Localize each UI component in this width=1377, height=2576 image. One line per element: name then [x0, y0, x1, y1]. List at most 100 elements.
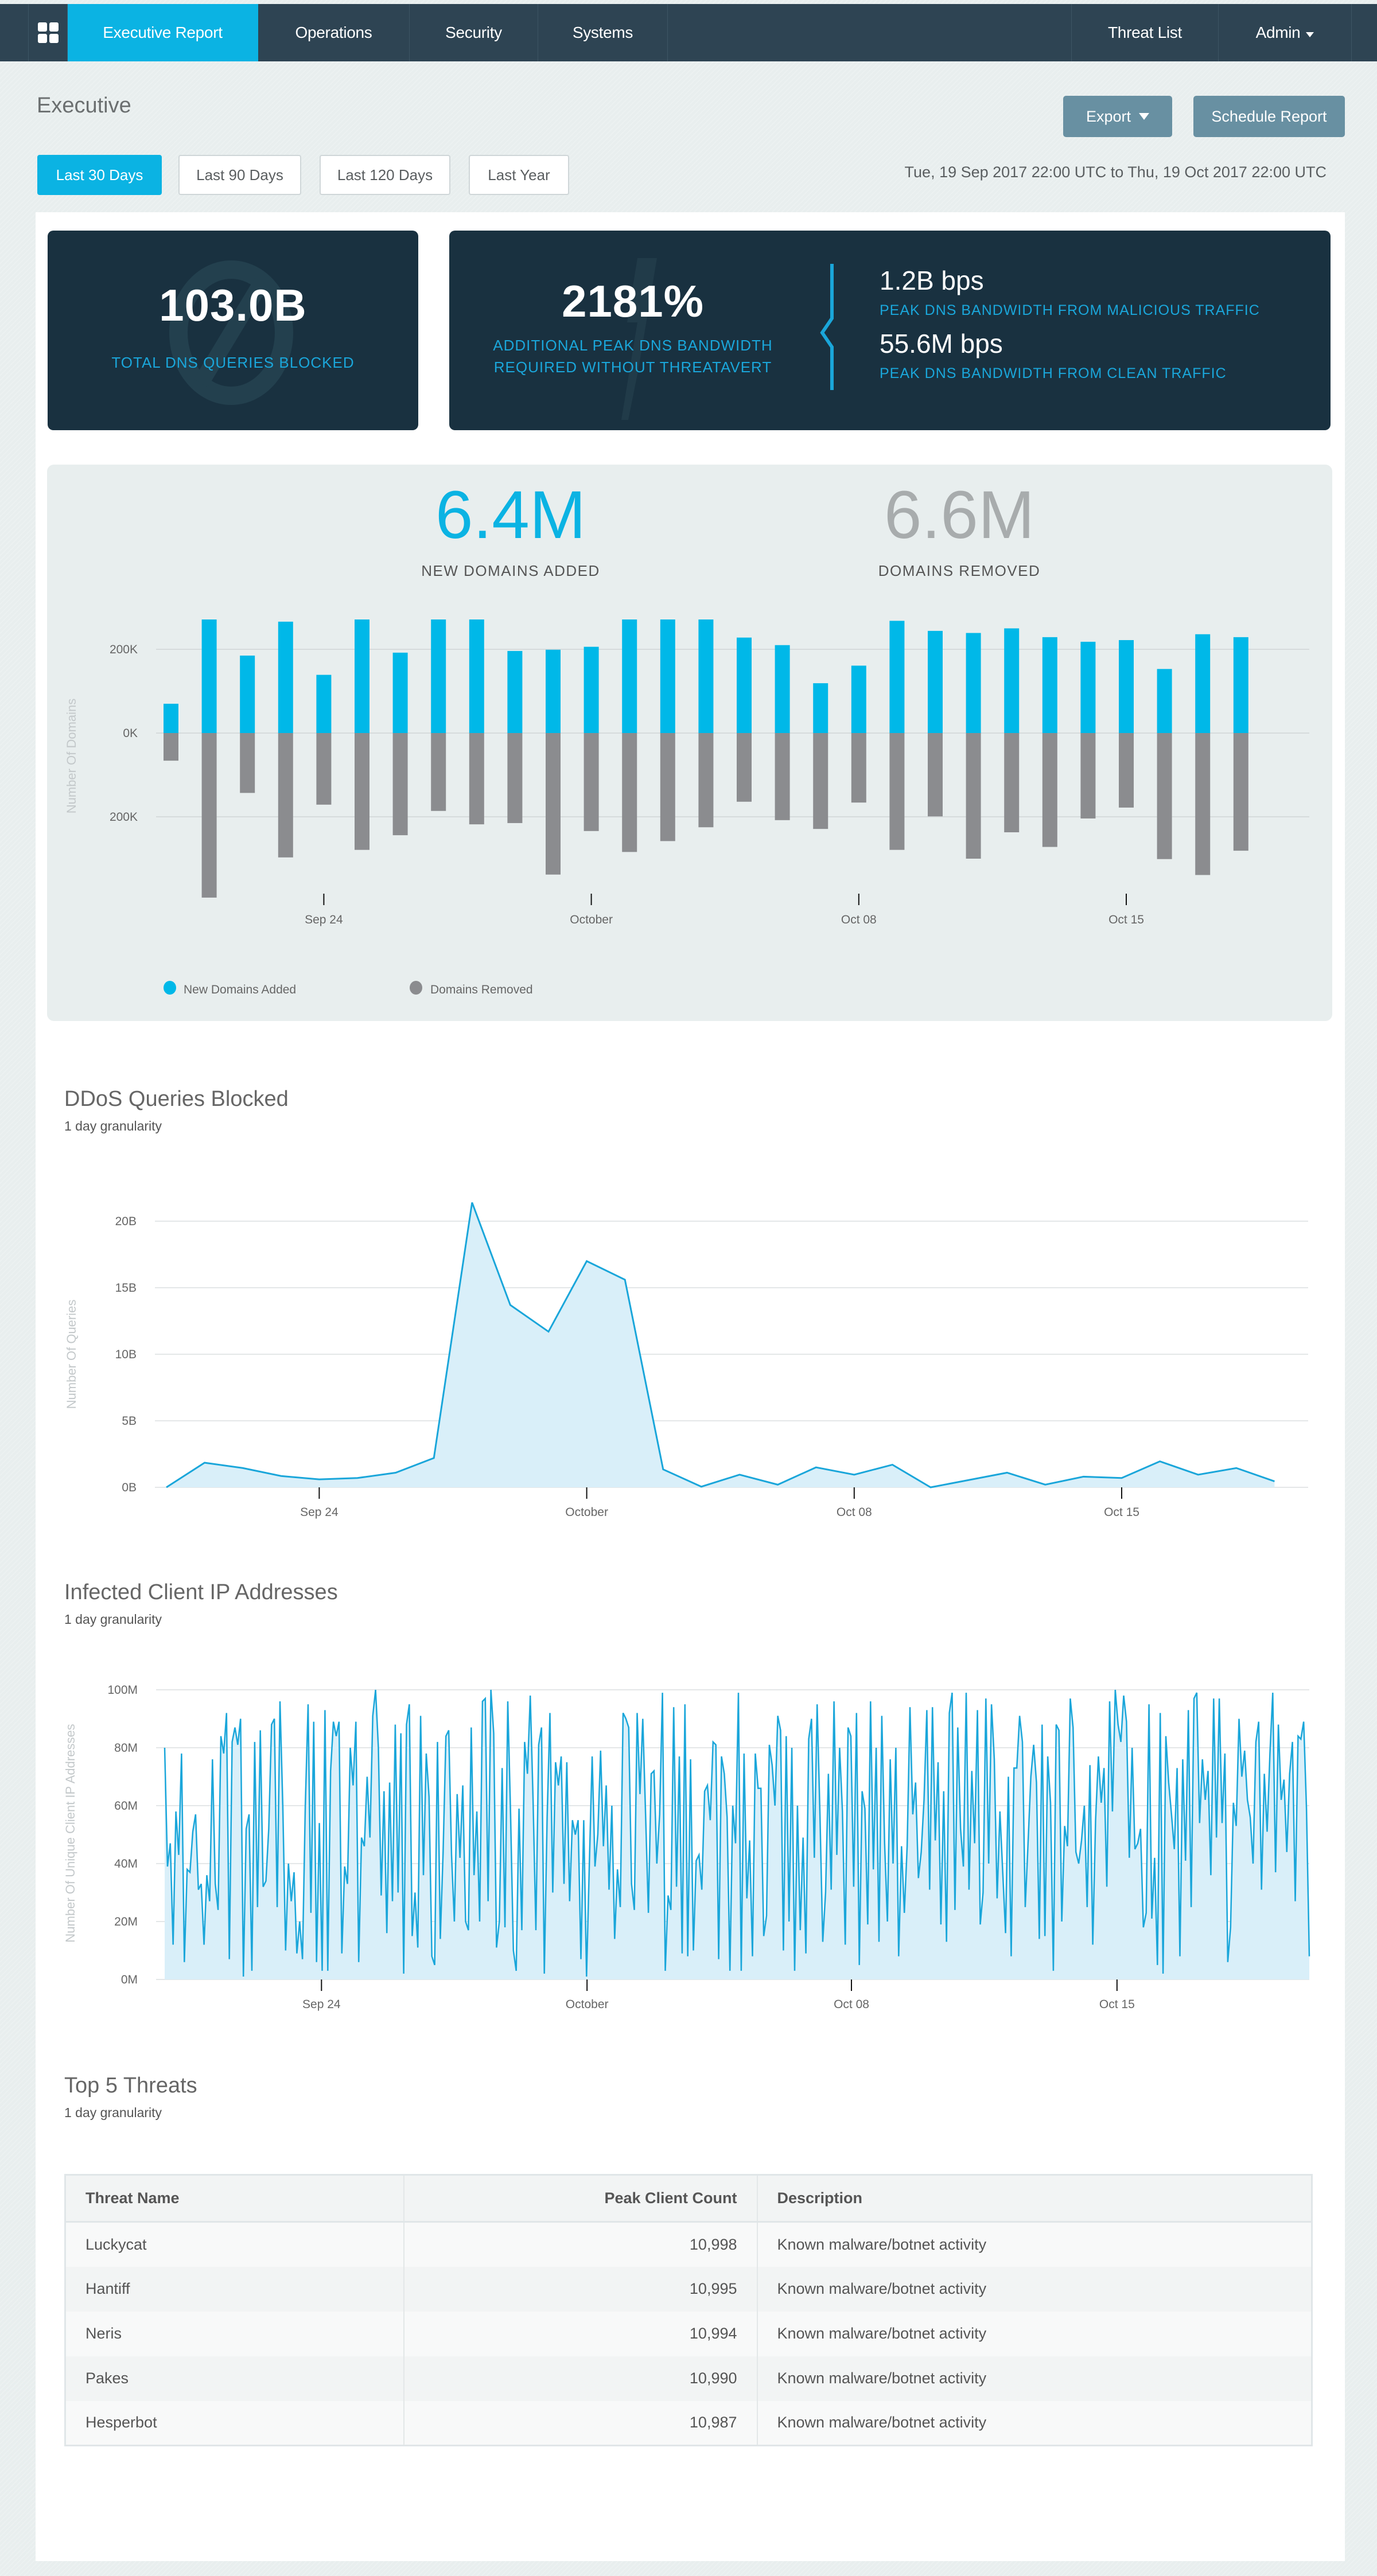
range-label: Last 90 Days — [196, 166, 283, 184]
bar-removed — [584, 733, 599, 831]
threat-name: Pakes — [65, 2356, 404, 2401]
range-last-year[interactable]: Last Year — [469, 155, 569, 195]
bar-added — [660, 619, 675, 733]
bar-removed — [1004, 733, 1020, 833]
x-tick-label: Oct 15 — [1099, 1998, 1135, 2011]
bar-removed — [813, 733, 828, 829]
peak-client-count: 10,995 — [403, 2266, 758, 2312]
y-axis-label: Number Of Domains — [64, 699, 79, 814]
x-tick-label: Sep 24 — [305, 913, 343, 926]
nav-threat-list[interactable]: Threat List — [1072, 4, 1219, 61]
range-label: Last 30 Days — [56, 166, 143, 184]
col-peak-client-count[interactable]: Peak Client Count — [403, 2174, 758, 2223]
malicious-bandwidth-caption: PEAK DNS BANDWIDTH FROM MALICIOUS TRAFFI… — [880, 302, 1260, 318]
bar-added — [813, 683, 828, 733]
peak-client-count: 10,994 — [403, 2311, 758, 2356]
bar-removed — [1195, 733, 1211, 875]
threat-name: Luckycat — [65, 2222, 404, 2267]
apps-menu-button[interactable] — [29, 4, 68, 61]
col-description[interactable]: Description — [757, 2174, 1313, 2223]
tab-security[interactable]: Security — [410, 4, 538, 61]
y-tick-label: 200K — [110, 810, 138, 824]
range-label: Last 120 Days — [337, 166, 433, 184]
nav-edge-right — [1352, 4, 1377, 61]
bar-removed — [622, 733, 637, 852]
table-row[interactable]: Neris 10,994 Known malware/botnet activity — [65, 2311, 1313, 2356]
table-row[interactable]: Hesperbot 10,987 Known malware/botnet acti… — [65, 2400, 1313, 2446]
y-tick-label: 10B — [115, 1348, 137, 1361]
kpi-card-bandwidth: 2181% ADDITIONAL PEAK DNS BANDWIDTH REQU… — [449, 231, 1331, 430]
tab-label: Executive Report — [103, 24, 223, 41]
malicious-bandwidth-value: 1.2B bps — [880, 266, 984, 295]
y-axis-label: Number Of Queries — [64, 1300, 79, 1409]
tab-executive-report[interactable]: Executive Report — [68, 4, 258, 61]
x-tick-label: Oct 08 — [841, 913, 877, 926]
y-tick-label: 0K — [123, 727, 138, 740]
bar-added — [1004, 628, 1020, 733]
table-header-row: Threat Name Peak Client Count Descriptio… — [65, 2174, 1313, 2223]
bandwidth-caption-1: ADDITIONAL PEAK DNS BANDWIDTH — [493, 337, 773, 354]
bar-removed — [928, 733, 943, 817]
tab-systems[interactable]: Systems — [538, 4, 668, 61]
bar-removed — [851, 733, 866, 803]
export-button[interactable]: Export — [1063, 96, 1172, 137]
bar-removed — [889, 733, 905, 850]
range-last-90-days[interactable]: Last 90 Days — [178, 155, 301, 195]
nav-admin-menu[interactable]: Admin — [1219, 4, 1352, 61]
bar-added — [584, 646, 599, 733]
table-row[interactable]: Hantiff 10,995 Known malware/botnet activi… — [65, 2266, 1313, 2312]
x-tick-label: Oct 08 — [834, 1998, 869, 2011]
peak-client-count: 10,987 — [403, 2400, 758, 2446]
table-row[interactable]: Luckycat 10,998 Known malware/botnet activ… — [65, 2222, 1313, 2267]
bar-added — [1157, 669, 1172, 733]
bar-added — [546, 649, 561, 733]
series-line — [164, 1689, 1310, 1977]
ddos-title: DDoS Queries Blocked — [64, 1087, 289, 1111]
y-tick-label: 100M — [107, 1683, 138, 1697]
peak-client-count: 10,998 — [403, 2222, 758, 2267]
x-tick-label: October — [570, 913, 613, 926]
threat-description: Known malware/botnet activity — [757, 2266, 1313, 2312]
bar-removed — [1042, 733, 1057, 847]
range-label: Last Year — [488, 166, 550, 184]
bar-removed — [316, 733, 332, 805]
lightning-icon — [621, 258, 657, 420]
bar-removed — [966, 733, 981, 859]
col-threat-name[interactable]: Threat Name — [65, 2174, 404, 2223]
bar-removed — [1157, 733, 1172, 859]
domains-removed-caption: DOMAINS REMOVED — [878, 562, 1041, 579]
bar-added — [1119, 640, 1134, 733]
bar-added — [240, 655, 255, 733]
x-tick-label: October — [566, 1998, 609, 2011]
clean-bandwidth-value: 55.6M bps — [880, 329, 1003, 358]
grid-icon — [37, 22, 59, 43]
infected-title: Infected Client IP Addresses — [64, 1580, 338, 1604]
threat-description: Known malware/botnet activity — [757, 2311, 1313, 2356]
y-tick-label: 5B — [122, 1414, 137, 1428]
tab-operations[interactable]: Operations — [258, 4, 410, 61]
blocked-caption: TOTAL DNS QUERIES BLOCKED — [111, 354, 355, 371]
bar-added — [431, 619, 446, 733]
range-last-30-days[interactable]: Last 30 Days — [37, 155, 162, 195]
y-axis-label: Number Of Unique Client IP Addresses — [63, 1724, 77, 1942]
schedule-label: Schedule Report — [1211, 107, 1327, 125]
threat-name: Hesperbot — [65, 2400, 404, 2446]
table-row[interactable]: Pakes 10,990 Known malware/botnet activity — [65, 2356, 1313, 2401]
infected-chart: 0M 20M 40M 60M 80M 100M Number Of Unique Clien… — [63, 1683, 1310, 2011]
bar-removed — [201, 733, 217, 898]
bar-added — [1042, 637, 1057, 733]
bar-added — [278, 621, 293, 733]
domains-added-caption: NEW DOMAINS ADDED — [421, 562, 600, 579]
y-tick-label: 200K — [110, 643, 138, 656]
bar-removed — [240, 733, 255, 793]
y-tick-label: 15B — [115, 1281, 137, 1295]
range-last-120-days[interactable]: Last 120 Days — [320, 155, 450, 195]
bar-added — [622, 619, 637, 733]
threat-name: Hantiff — [65, 2266, 404, 2312]
schedule-report-button[interactable]: Schedule Report — [1193, 96, 1345, 137]
kpi-card-blocked: 103.0B TOTAL DNS QUERIES BLOCKED — [48, 231, 418, 430]
bar-removed — [355, 733, 369, 850]
bar-added — [775, 645, 790, 733]
bar-added — [201, 619, 217, 733]
bar-added — [966, 633, 981, 733]
